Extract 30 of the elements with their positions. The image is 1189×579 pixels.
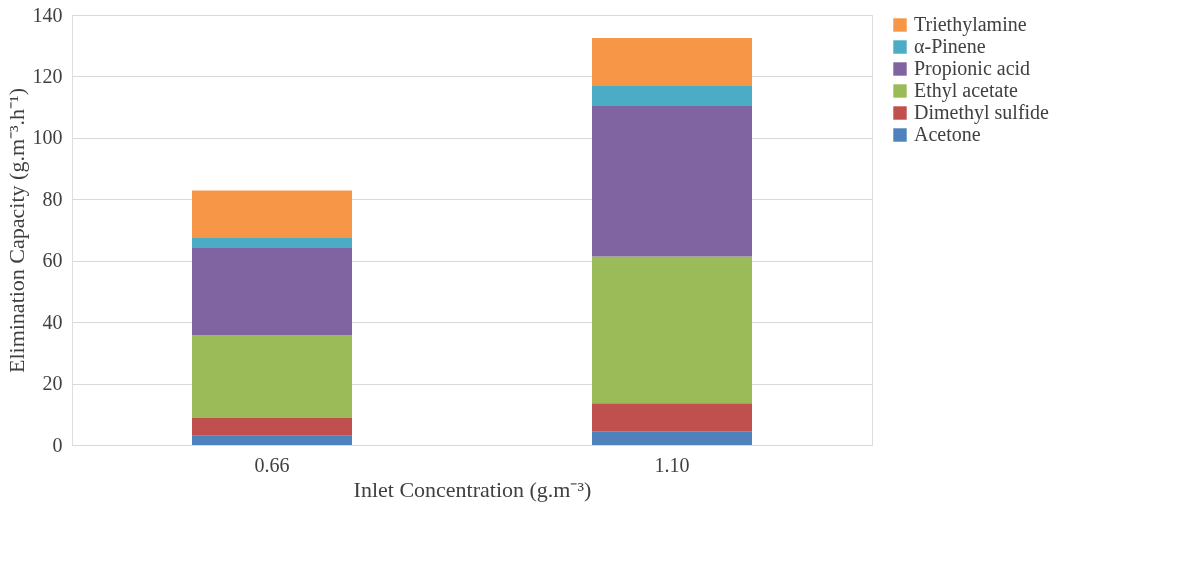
bar — [592, 38, 752, 86]
bar — [192, 417, 352, 436]
y-tick-label: 20 — [42, 372, 63, 395]
legend-label: Ethyl acetate — [914, 79, 1018, 102]
y-axis-title: Elimination Capacity (g.m⁻³.h⁻¹) — [3, 87, 29, 374]
bar — [592, 431, 752, 445]
y-tick-label: 80 — [42, 187, 63, 210]
bar — [592, 105, 752, 257]
legend-label: α-Pinene — [914, 35, 986, 57]
bar — [192, 237, 352, 249]
bar — [592, 403, 752, 432]
bar — [592, 256, 752, 404]
bar — [192, 248, 352, 336]
legend-label: Dimethyl sulfide — [914, 101, 1050, 124]
y-tick-label: 0 — [52, 433, 63, 456]
legend-label: Acetone — [914, 123, 981, 145]
legend-label: Triethylamine — [914, 13, 1027, 36]
bar — [192, 190, 352, 238]
y-tick-label: 60 — [42, 249, 63, 272]
y-tick-label: 140 — [32, 3, 63, 26]
x-axis-title: Inlet Concentration (g.m⁻³) — [353, 476, 592, 502]
bar — [192, 335, 352, 418]
x-tick-label: 0.66 — [254, 453, 290, 476]
y-tick-label: 40 — [42, 310, 63, 333]
y-tick-label: 120 — [32, 64, 63, 87]
legend-label: Propionic acid — [914, 57, 1031, 80]
x-tick-label: 1.10 — [654, 453, 690, 476]
bar — [592, 85, 752, 106]
bar — [192, 435, 352, 445]
y-tick-label: 100 — [32, 126, 63, 149]
